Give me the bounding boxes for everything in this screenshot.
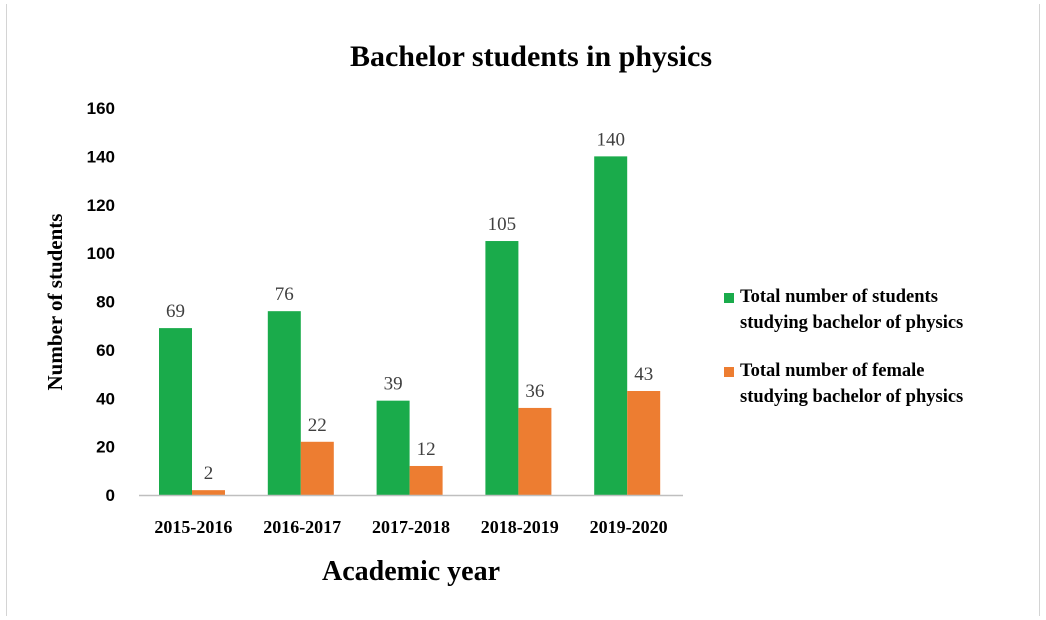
bar-series-2 [409,465,443,495]
x-axis-title: Academic year [322,556,500,587]
legend-label: studying bachelor of physics [740,387,963,407]
bar-series-1 [594,156,628,495]
bar-series-2 [192,490,225,495]
data-label: 105 [488,214,517,235]
y-tick-label: 160 [87,99,115,118]
data-label: 140 [596,129,625,150]
legend-label: Total number of students [740,287,938,307]
data-label: 43 [634,364,653,385]
y-axis-title: Number of students [43,214,67,391]
y-tick-label: 100 [87,244,115,263]
data-label: 39 [384,374,403,395]
bar-series-2 [518,407,552,495]
y-tick-label: 120 [87,196,115,215]
bar-series-1 [159,328,192,495]
x-tick-label: 2019-2020 [590,517,668,537]
chart-frame [6,4,1040,616]
bar-series-2 [627,390,661,495]
y-tick-label: 20 [96,438,115,457]
x-tick-label: 2016-2017 [263,517,341,537]
data-label: 22 [308,415,327,436]
data-label: 12 [417,439,436,460]
legend-swatch [724,367,734,377]
y-tick-label: 40 [96,389,115,408]
y-tick-label: 140 [87,147,115,166]
y-tick-label: 60 [96,341,115,360]
x-tick-label: 2015-2016 [154,517,232,537]
chart-title: Bachelor students in physics [350,40,712,73]
data-label: 69 [166,301,185,322]
y-tick-label: 0 [106,486,115,505]
data-label: 76 [275,284,294,305]
data-label: 2 [204,463,214,484]
data-label: 36 [525,381,544,402]
bar-series-1 [485,241,519,495]
legend-label: studying bachelor of physics [740,313,963,333]
legend-label: Total number of female [740,361,924,381]
bar-series-2 [300,441,334,495]
legend-swatch [724,293,734,303]
bar-series-1 [376,400,410,495]
x-tick-label: 2018-2019 [481,517,559,537]
bar-series-1 [267,311,301,495]
y-tick-label: 80 [96,293,115,312]
x-tick-label: 2017-2018 [372,517,450,537]
